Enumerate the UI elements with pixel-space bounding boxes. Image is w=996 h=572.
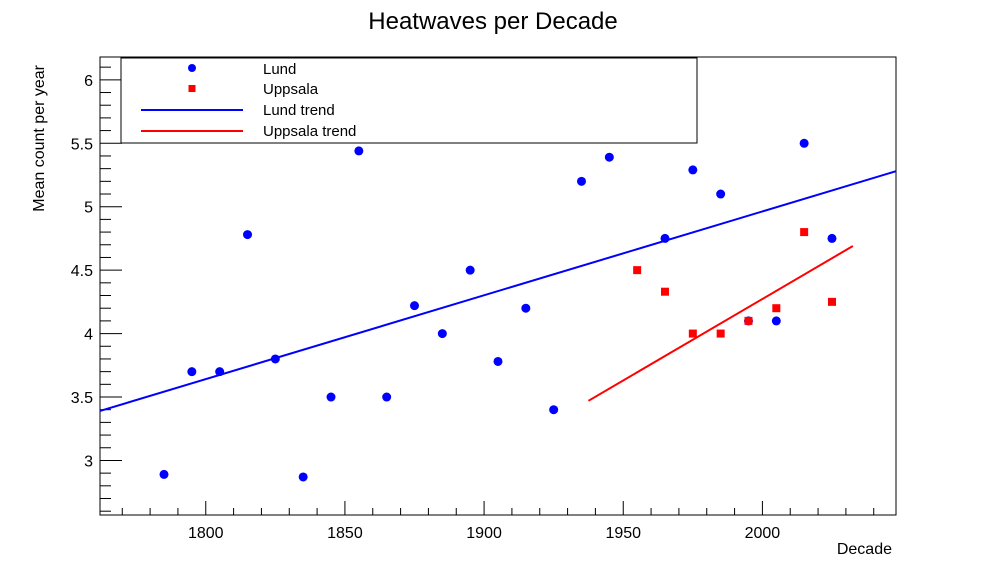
uppsala-point <box>633 266 642 275</box>
lund-point <box>688 165 698 175</box>
lund-point <box>799 138 809 148</box>
lund-point <box>354 146 364 156</box>
y-axis-label: Mean count per year <box>31 64 48 211</box>
y-tick-label: 4.5 <box>71 263 93 280</box>
x-tick-label: 1800 <box>188 525 224 542</box>
legend-label-uppsala: Uppsala <box>263 81 319 98</box>
lund-point <box>410 301 420 311</box>
y-tick-label: 4 <box>84 327 93 344</box>
uppsala-point <box>744 316 753 325</box>
legend-marker-uppsala <box>188 85 196 92</box>
x-tick-label: 1900 <box>466 525 502 542</box>
legend-label-lund-trend: Lund trend <box>263 102 335 119</box>
lund-point <box>549 405 559 415</box>
lund-point <box>437 329 447 339</box>
lund-point <box>576 176 586 186</box>
lund-point <box>521 303 531 313</box>
y-tick-label: 5.5 <box>71 136 93 153</box>
lund-point <box>465 265 475 275</box>
lund-point <box>187 367 197 377</box>
lund-point <box>716 189 726 199</box>
lund-point <box>159 469 169 479</box>
y-tick-label: 3 <box>84 453 93 470</box>
legend-label-lund: Lund <box>263 61 296 78</box>
lund-point <box>243 230 253 240</box>
uppsala-point <box>716 329 725 338</box>
y-tick-label: 6 <box>84 73 93 90</box>
lund-point <box>382 392 392 402</box>
legend: Lund Uppsala Lund trend Uppsala trend <box>120 57 698 144</box>
y-axis: 3 3.5 4 4.5 5 5.5 6 <box>71 66 122 512</box>
plot-frame <box>99 56 897 516</box>
lund-point <box>827 233 837 243</box>
lund-trend-line <box>99 170 897 412</box>
uppsala-point <box>688 329 697 338</box>
uppsala-point <box>772 304 781 313</box>
lund-point <box>493 356 503 366</box>
lund-point <box>771 316 781 326</box>
x-axis-label: Decade <box>837 541 892 558</box>
x-tick-label: 1850 <box>327 525 363 542</box>
y-tick-label: 5 <box>84 200 93 217</box>
lund-point <box>604 152 614 162</box>
y-tick-label: 3.5 <box>71 390 93 407</box>
uppsala-point <box>800 228 809 237</box>
legend-marker-lund <box>188 64 196 72</box>
lund-point <box>326 392 336 402</box>
chart-title: Heatwaves per Decade <box>368 8 617 35</box>
uppsala-trend-line <box>587 245 854 402</box>
x-tick-label: 2000 <box>745 525 781 542</box>
legend-box <box>120 57 698 144</box>
x-axis: 1800 1850 1900 1950 2000 <box>121 501 875 542</box>
lund-point <box>298 472 308 482</box>
uppsala-point <box>660 287 669 296</box>
series-layer <box>99 138 897 482</box>
legend-label-uppsala-trend: Uppsala trend <box>263 123 356 140</box>
uppsala-point <box>827 297 836 306</box>
x-tick-label: 1950 <box>605 525 641 542</box>
